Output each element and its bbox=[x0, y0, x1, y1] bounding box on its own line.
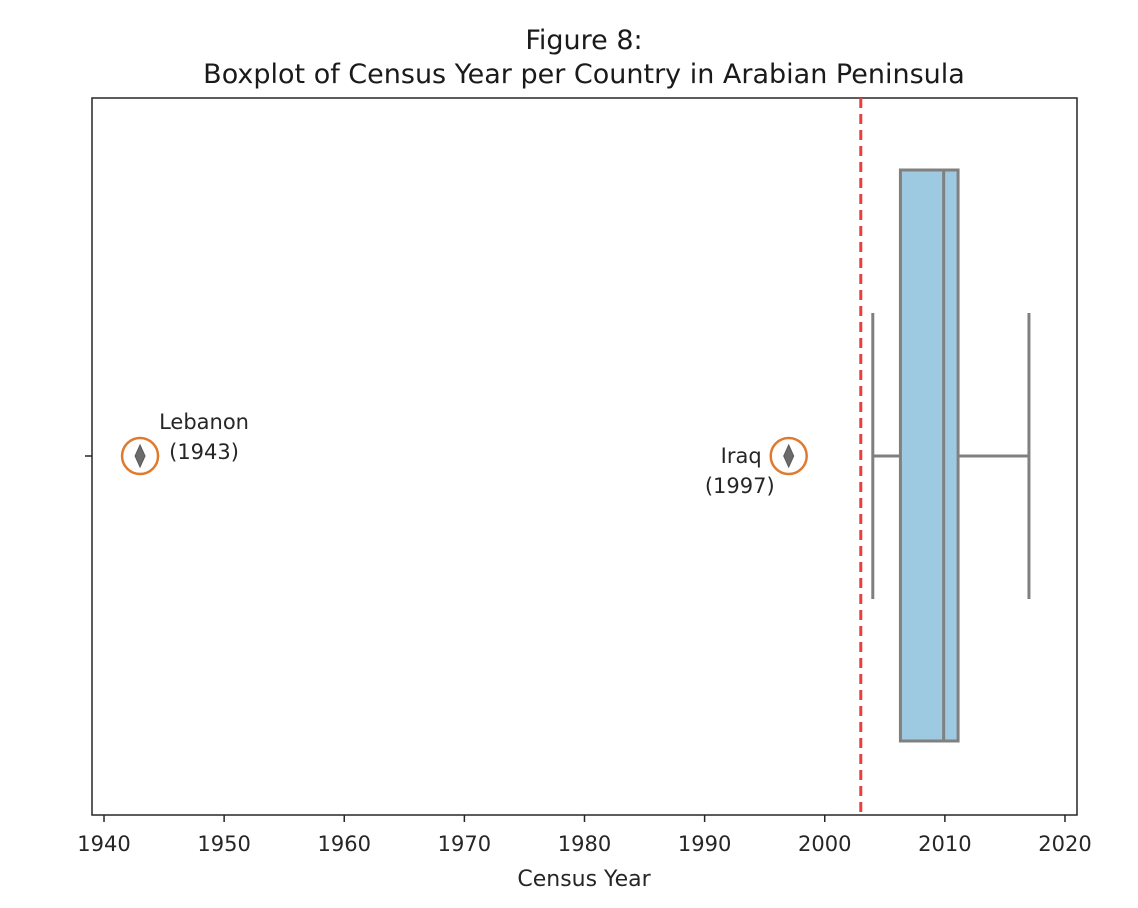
outlier-point bbox=[134, 443, 146, 469]
x-axis-label: Census Year bbox=[517, 867, 651, 892]
chart-subtitle: Boxplot of Census Year per Country in Ar… bbox=[203, 59, 965, 90]
boxplot-marks bbox=[134, 98, 1031, 815]
x-tick-label: 1980 bbox=[558, 832, 611, 856]
x-tick-label: 1960 bbox=[318, 832, 371, 856]
x-tick-label: 2010 bbox=[918, 832, 971, 856]
outlier-highlight-circle bbox=[769, 436, 808, 476]
outlier-highlight-circle bbox=[120, 436, 160, 476]
outlier-label-year: (1943) bbox=[169, 440, 239, 464]
x-axis-ticks: 1940 1950 1960 1970 1980 1990 2000 2010 2020 bbox=[77, 815, 1092, 856]
outlier-label-name: Iraq bbox=[721, 444, 762, 468]
x-tick-label: 1990 bbox=[678, 832, 731, 856]
x-tick-label: 1940 bbox=[77, 832, 130, 856]
x-tick-label: 1970 bbox=[438, 832, 491, 856]
outlier-annotations: Lebanon (1943) Iraq (1997) bbox=[120, 410, 808, 498]
x-tick-label: 2020 bbox=[1038, 832, 1091, 856]
x-tick-label: 1950 bbox=[197, 832, 250, 856]
outlier-label-name: Lebanon bbox=[159, 410, 249, 434]
outlier-label-year: (1997) bbox=[705, 474, 775, 498]
outlier-point bbox=[783, 443, 795, 469]
iqr-box bbox=[898, 168, 960, 743]
x-tick-label: 2000 bbox=[798, 832, 851, 856]
chart-title: Figure 8: bbox=[525, 25, 642, 56]
